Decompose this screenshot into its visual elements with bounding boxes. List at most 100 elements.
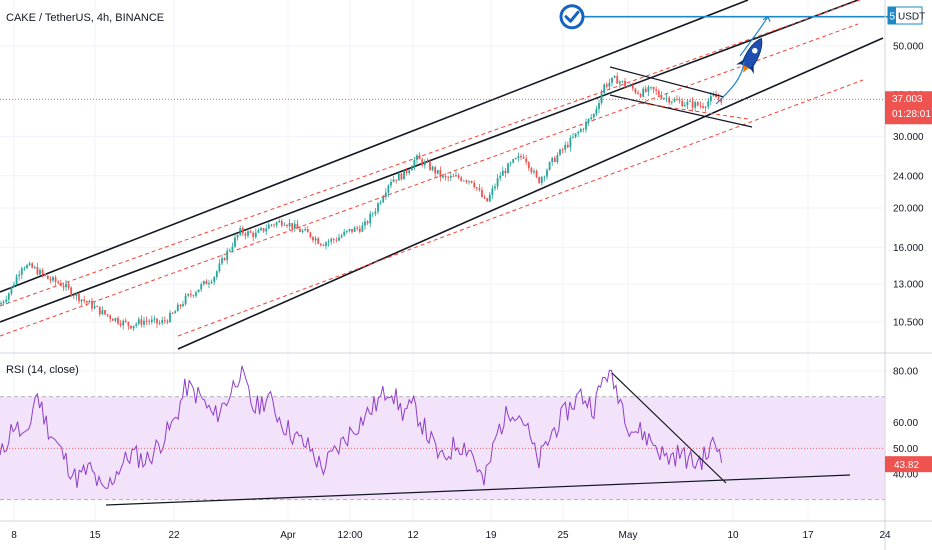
candle-body (148, 321, 151, 322)
candle-body (400, 173, 403, 180)
candle-body (683, 104, 686, 107)
candle-body (504, 170, 507, 174)
candle-body (135, 323, 138, 326)
candle-body (189, 293, 192, 296)
candle-body (585, 121, 587, 130)
rsi-band-lines (0, 396, 885, 501)
candle-body (65, 283, 67, 288)
price-tick-label: 50.000 (893, 42, 924, 53)
candle-body (566, 144, 569, 148)
candle-body (7, 293, 10, 300)
candle-body (686, 101, 689, 105)
candle-body (392, 179, 395, 182)
channel-midline (0, 23, 859, 337)
candle-body (33, 267, 36, 268)
candle-body (668, 97, 671, 103)
chart-title: CAKE / TetherUS, 4h, BINANCE (6, 12, 164, 24)
candle-body (301, 230, 304, 233)
currency-tag-label: USDT (898, 12, 925, 23)
candle-body (525, 158, 528, 163)
candle-body (657, 90, 660, 96)
candle-body (98, 306, 101, 315)
candle-body (444, 175, 447, 177)
candle-body (707, 101, 710, 107)
candle-body (205, 280, 208, 285)
candle-body (418, 155, 421, 160)
candle-body (101, 310, 104, 315)
candle-body (140, 319, 143, 325)
candle-body (5, 299, 8, 302)
rsi-tick-label: 40.00 (893, 470, 918, 481)
candle-body (254, 232, 257, 238)
candle-body (488, 194, 491, 202)
candle-body (678, 100, 681, 102)
currency-tag[interactable]: 5 USDT (887, 6, 925, 25)
candle-body (481, 189, 483, 197)
candle-body (335, 239, 338, 241)
candle-body (470, 180, 473, 183)
price-tick-label: 13.000 (893, 280, 924, 291)
candle-body (0, 303, 2, 305)
candle-body (267, 224, 270, 229)
candle-body (215, 271, 218, 278)
candle-body (309, 232, 312, 238)
candle-body (717, 97, 720, 99)
candle-body (182, 304, 184, 307)
candle-body (377, 203, 379, 212)
candle-body (387, 185, 390, 193)
channel-line (177, 37, 884, 350)
time-tick-label: Apr (280, 530, 296, 541)
candle-body (462, 180, 465, 182)
candle-body (670, 101, 673, 103)
candle-body (174, 311, 177, 314)
candle-body (286, 225, 288, 227)
candle-body (613, 75, 616, 78)
candle-body (691, 101, 694, 108)
candle-body (501, 170, 504, 176)
last-price-value: 37.003 (892, 94, 923, 105)
candle-body (18, 274, 21, 277)
candle-body (249, 231, 252, 233)
candle-body (52, 277, 54, 281)
candle-body (96, 306, 99, 307)
candle-body (314, 238, 317, 241)
candle-body (522, 157, 525, 159)
candle-body (626, 86, 629, 87)
rsi-line (0, 365, 723, 489)
candle-body (244, 233, 247, 236)
last-price-countdown: 01:28:01 (892, 109, 931, 120)
candle-body (533, 170, 535, 173)
candle-body (608, 82, 611, 87)
candle-body (218, 263, 221, 272)
candle-body (46, 275, 49, 280)
time-tick-label: 24 (879, 530, 891, 541)
candle-body (530, 168, 533, 173)
candle-body (553, 157, 556, 162)
candle-body (252, 232, 255, 238)
candle-body (434, 166, 437, 174)
check-mark-icon (564, 10, 580, 23)
rsi-support-line (105, 474, 851, 506)
price-channel (0, 0, 884, 350)
candle-body (291, 223, 294, 229)
candle-body (36, 267, 39, 275)
candle-body (616, 75, 619, 84)
candle-body (663, 98, 665, 99)
candle-body (197, 289, 200, 293)
candle-body (473, 182, 476, 188)
candle-body (652, 86, 655, 90)
candle-body (78, 293, 80, 302)
candle-body (410, 167, 413, 171)
candle-body (572, 136, 574, 138)
candle-body (499, 175, 502, 178)
candle-body (535, 170, 538, 178)
candle-body (540, 177, 543, 184)
time-tick-label: 10 (727, 530, 739, 541)
candle-body (439, 170, 442, 178)
target-price-flag (888, 7, 896, 24)
candle-body (634, 88, 637, 93)
rsi-tick-label: 60.00 (893, 418, 918, 429)
candle-body (20, 268, 23, 275)
candle-body (408, 170, 411, 174)
